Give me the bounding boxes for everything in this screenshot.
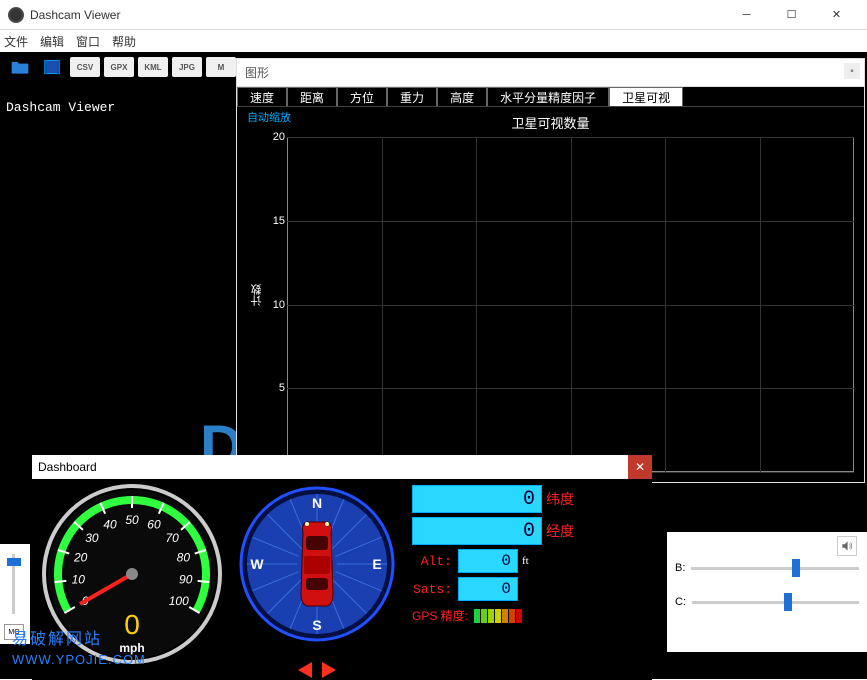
chart-tab-3[interactable]: 重力 bbox=[387, 87, 437, 106]
chart-tabs: 速度距离方位重力高度水平分量精度因子卫星可视 bbox=[237, 87, 864, 107]
chart-tab-6[interactable]: 卫星可视 bbox=[609, 87, 683, 106]
alt-label: Alt: bbox=[412, 554, 452, 569]
svg-text:80: 80 bbox=[177, 550, 191, 564]
chart-ylabel: 计数 bbox=[249, 284, 265, 306]
gps-label: GPS 精度: bbox=[412, 607, 468, 624]
autozoom-toggle[interactable]: 自动缩放 bbox=[247, 109, 291, 125]
menu-window[interactable]: 窗口 bbox=[76, 33, 100, 50]
speedometer: 01020304050607080901000mph bbox=[32, 479, 232, 680]
svg-text:100: 100 bbox=[169, 594, 189, 608]
vertical-slider-thumb[interactable] bbox=[7, 558, 21, 566]
gps-bar bbox=[495, 609, 501, 623]
slider-c-label: C: bbox=[675, 596, 686, 608]
gps-precision-bars bbox=[474, 609, 522, 623]
chart-title: 卫星可视数量 bbox=[511, 113, 589, 132]
gps-bar bbox=[474, 609, 480, 623]
speaker-icon[interactable] bbox=[837, 536, 857, 556]
svg-text:70: 70 bbox=[165, 531, 179, 545]
menu-bar: 文件 编辑 窗口 帮助 bbox=[0, 30, 867, 52]
gps-bar bbox=[481, 609, 487, 623]
side-sliders-panel: B: C: bbox=[667, 532, 867, 652]
svg-text:E: E bbox=[372, 556, 381, 572]
close-button[interactable]: ✕ bbox=[814, 1, 859, 29]
menu-help[interactable]: 帮助 bbox=[112, 33, 136, 50]
svg-text:90: 90 bbox=[179, 573, 193, 587]
chart-panel: 图形 ▪ 速度距离方位重力高度水平分量精度因子卫星可视 自动缩放 卫星可视数量 … bbox=[236, 58, 865, 483]
compass-arrows bbox=[298, 662, 336, 678]
slider-b-track[interactable] bbox=[691, 567, 859, 570]
ytick-5: 5 bbox=[279, 382, 285, 394]
dashboard-titlebar[interactable]: Dashboard ✕ bbox=[32, 455, 652, 479]
film-button[interactable] bbox=[38, 55, 66, 79]
arrow-left-icon[interactable] bbox=[298, 662, 312, 678]
arrow-right-icon[interactable] bbox=[322, 662, 336, 678]
slider-c-track[interactable] bbox=[692, 601, 859, 604]
export-m-button[interactable]: M bbox=[206, 57, 236, 77]
export-csv-button[interactable]: CSV bbox=[70, 57, 100, 77]
dashboard-close-button[interactable]: ✕ bbox=[628, 455, 652, 479]
video-watermark: Dashcam Viewer bbox=[6, 100, 115, 115]
dashboard-title: Dashboard bbox=[38, 460, 97, 474]
chart-plot-area bbox=[287, 137, 854, 472]
svg-text:30: 30 bbox=[85, 531, 99, 545]
chart-body: 自动缩放 卫星可视数量 计数 05101520 bbox=[237, 107, 864, 482]
svg-text:20: 20 bbox=[73, 550, 88, 564]
maximize-button[interactable]: ☐ bbox=[769, 1, 814, 29]
alt-unit: ft bbox=[522, 555, 529, 567]
slider-c-thumb[interactable] bbox=[784, 593, 792, 611]
chart-tab-1[interactable]: 距离 bbox=[287, 87, 337, 106]
svg-text:0: 0 bbox=[124, 609, 140, 640]
gps-bar bbox=[488, 609, 494, 623]
left-slider-panel: MO bbox=[0, 544, 30, 644]
app-icon bbox=[8, 7, 24, 23]
chart-tab-5[interactable]: 水平分量精度因子 bbox=[487, 87, 609, 106]
lat-label: 纬度 bbox=[546, 489, 574, 509]
readouts: 0 纬度 0 经度 Alt: 0 ft Sats: 0 GPS 精度: bbox=[402, 479, 652, 680]
chart-tab-0[interactable]: 速度 bbox=[237, 87, 287, 106]
ytick-10: 10 bbox=[273, 299, 285, 311]
open-folder-button[interactable] bbox=[6, 55, 34, 79]
sats-value: 0 bbox=[458, 577, 518, 601]
svg-text:10: 10 bbox=[72, 573, 86, 587]
chart-tab-2[interactable]: 方位 bbox=[337, 87, 387, 106]
menu-file[interactable]: 文件 bbox=[4, 33, 28, 50]
main-titlebar: Dashcam Viewer ─ ☐ ✕ bbox=[0, 0, 867, 30]
chart-panel-title: 图形 bbox=[245, 64, 269, 81]
export-gpx-button[interactable]: GPX bbox=[104, 57, 134, 77]
slider-b-thumb[interactable] bbox=[792, 559, 800, 577]
export-jpg-button[interactable]: JPG bbox=[172, 57, 202, 77]
gps-bar bbox=[502, 609, 508, 623]
chart-collapse-button[interactable]: ▪ bbox=[844, 63, 860, 79]
svg-text:50: 50 bbox=[125, 513, 139, 527]
svg-text:40: 40 bbox=[103, 518, 117, 532]
svg-text:mph: mph bbox=[119, 641, 144, 655]
lat-value: 0 bbox=[412, 485, 542, 513]
compass: N S E W bbox=[232, 479, 402, 680]
svg-text:N: N bbox=[312, 495, 322, 511]
window-title: Dashcam Viewer bbox=[30, 8, 724, 22]
lon-value: 0 bbox=[412, 517, 542, 545]
gps-bar bbox=[516, 609, 522, 623]
ytick-20: 20 bbox=[273, 131, 285, 143]
export-kml-button[interactable]: KML bbox=[138, 57, 168, 77]
gps-bar bbox=[509, 609, 515, 623]
svg-text:60: 60 bbox=[147, 518, 161, 532]
svg-text:S: S bbox=[312, 617, 321, 633]
chart-tab-4[interactable]: 高度 bbox=[437, 87, 487, 106]
svg-text:W: W bbox=[250, 556, 264, 572]
lon-label: 经度 bbox=[546, 521, 574, 541]
chart-titlebar[interactable]: 图形 ▪ bbox=[237, 59, 864, 87]
alt-value: 0 bbox=[458, 549, 518, 573]
ytick-15: 15 bbox=[273, 215, 285, 227]
sats-label: Sats: bbox=[412, 582, 452, 597]
dashboard-panel: Dashboard ✕ 01020304050607080901000mph N… bbox=[32, 455, 652, 680]
menu-edit[interactable]: 编辑 bbox=[40, 33, 64, 50]
minimize-button[interactable]: ─ bbox=[724, 1, 769, 29]
mode-indicator[interactable]: MO bbox=[4, 624, 24, 640]
slider-b-label: B: bbox=[675, 562, 685, 574]
